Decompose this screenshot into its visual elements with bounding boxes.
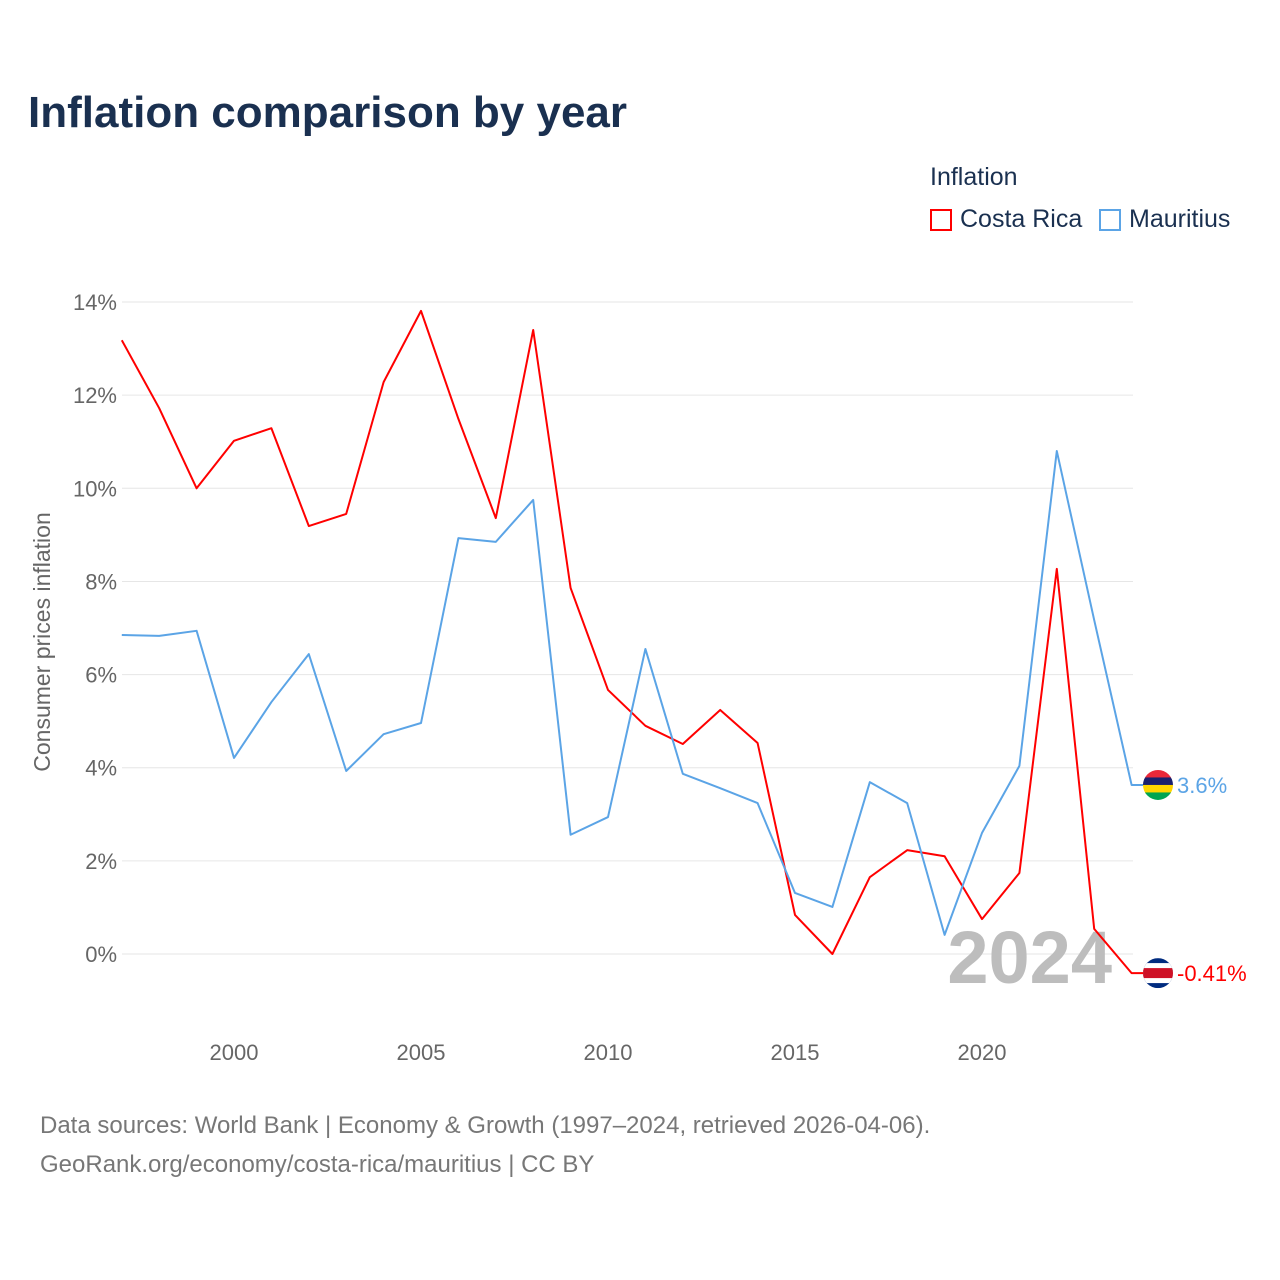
- x-tick-label: 2015: [771, 1040, 820, 1065]
- end-value-label: -0.41%: [1177, 961, 1247, 986]
- footer: Data sources: World Bank | Economy & Gro…: [40, 1106, 930, 1184]
- y-tick-label: 10%: [73, 476, 117, 501]
- x-tick-label: 2020: [958, 1040, 1007, 1065]
- y-tick-label: 0%: [85, 942, 117, 967]
- legend-title: Inflation: [930, 163, 1018, 191]
- y-tick-label: 12%: [73, 383, 117, 408]
- chart-title: Inflation comparison by year: [28, 88, 628, 137]
- year-watermark: 2024: [947, 916, 1112, 999]
- y-tick-label: 14%: [73, 290, 117, 315]
- end-value-label: 3.6%: [1177, 773, 1227, 798]
- legend-item-costa-rica[interactable]: Costa Rica: [930, 205, 1082, 234]
- legend-label: Costa Rica: [960, 205, 1083, 233]
- x-tick-label: 2000: [210, 1040, 259, 1065]
- legend-label: Mauritius: [1129, 205, 1231, 233]
- legend-item-mauritius[interactable]: Mauritius: [1099, 205, 1230, 234]
- costa-rica-flag-icon: [1143, 958, 1173, 989]
- footer-link[interactable]: GeoRank.org/economy/costa-rica/mauritius…: [40, 1151, 595, 1178]
- mauritius-flag-icon: [1143, 769, 1173, 800]
- y-tick-label: 2%: [85, 849, 117, 874]
- series-line-mauritius: [121, 450, 1148, 936]
- y-tick-label: 4%: [85, 756, 117, 781]
- series-line-costa-rica: [120, 309, 1148, 975]
- x-tick-label: 2005: [397, 1040, 446, 1065]
- legend-swatch-mauritius: [1099, 208, 1121, 231]
- y-axis-label: Consumer prices inflation: [29, 512, 55, 772]
- y-tick-label: 8%: [85, 569, 117, 594]
- x-tick-label: 2010: [584, 1040, 633, 1065]
- y-tick-label: 6%: [85, 663, 117, 688]
- footer-sources: Data sources: World Bank | Economy & Gro…: [40, 1112, 931, 1139]
- legend-swatch-costa-rica: [930, 208, 952, 231]
